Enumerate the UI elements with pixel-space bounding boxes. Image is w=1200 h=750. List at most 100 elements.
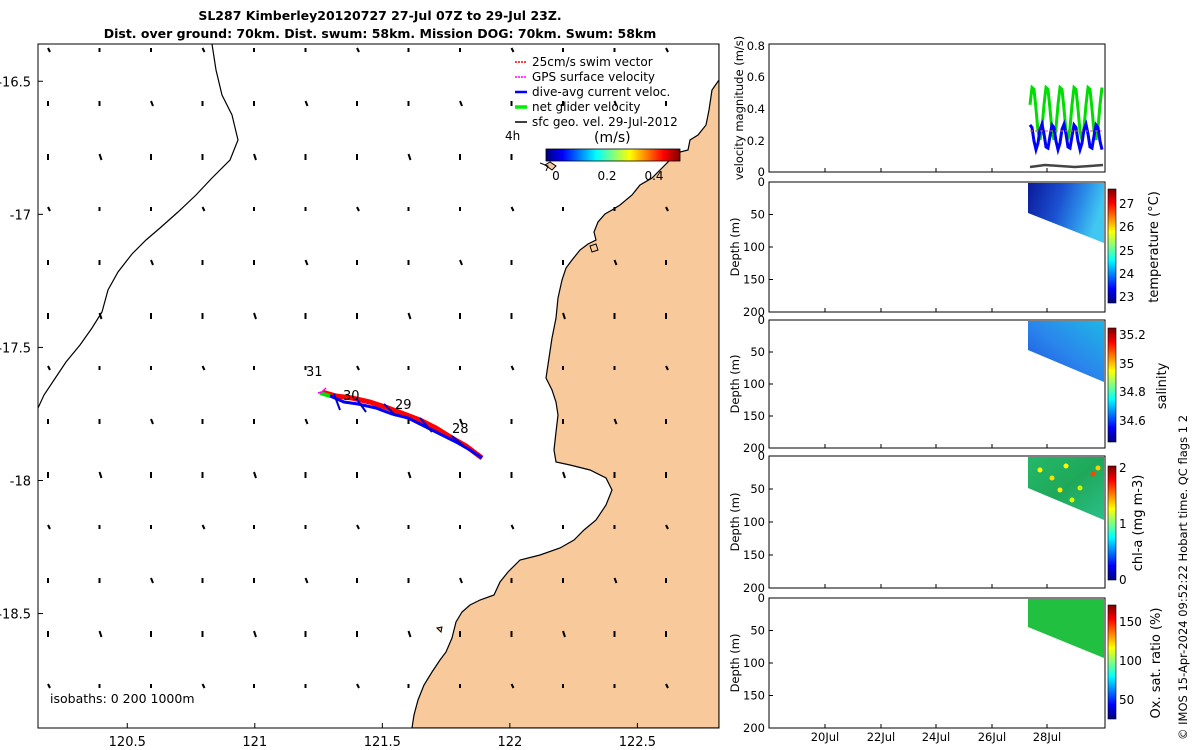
salinity-panel: 35.2 35 34.8 34.6 salinity [768,319,1170,449]
depth-tick-label: 50 [750,208,765,222]
lon-tick-label: 120.5 [109,735,146,750]
depth-ylabel: Depth (m) [728,355,742,414]
time-series-panels: 0 0.2 0.4 0.6 0.8 velocity magnitude (m/… [728,36,1170,744]
current-vector-arrow [665,47,669,53]
current-vector-arrow [47,683,51,689]
time-tick-label: 22Jul [867,730,896,744]
depth-tick-label: 0 [758,175,765,189]
oxygen-cbar-tick: 150 [1119,615,1142,629]
salinity-cbar-label: salinity [1155,362,1170,409]
track-map: 31 30 29 28 isobaths: 0 200 1000m -16.5-… [0,43,720,750]
current-vector-arrow [613,259,618,266]
current-vector-arrow [98,630,103,638]
lat-tick-label: -16.5 [0,75,31,90]
glider-track [317,387,484,460]
chla-colorbar [1107,465,1117,581]
depth-tick-label: 150 [743,273,765,287]
oxygen-cbar-label: Ox. sat. ratio (%) [1149,608,1164,719]
velocity-y-tick: 0.8 [747,39,765,53]
swim-speed-series [1029,163,1104,169]
surface-current-vectors [47,47,669,689]
current-vector-arrow [613,418,618,425]
salinity-cbar-tick: 34.6 [1119,414,1146,428]
current-vector-arrow [356,524,360,530]
depth-tick-label: 100 [743,656,765,670]
velocity-y-tick: 0.6 [747,70,765,84]
depth-tick-label: 200 [743,441,765,455]
current-vector-arrow [201,47,206,53]
lat-tick-label: -17 [10,208,31,223]
current-vector-arrow [407,471,412,479]
depth-tick-label: 100 [743,377,765,391]
island [544,161,557,171]
current-vector-arrow [510,683,515,689]
depth-tick-label: 150 [743,548,765,562]
temperature-section [1028,183,1104,243]
map-legend: 25cm/s swim vector GPS surface velocity … [505,55,681,183]
salinity-cbar-tick: 35.2 [1119,328,1146,342]
island [435,626,443,634]
chla-point [1063,463,1069,469]
net-glider-velocity-trace [319,391,331,398]
temperature-cbar-tick: 26 [1119,220,1134,234]
current-vector-arrow [562,471,566,479]
velocity-ylabel: velocity magnitude (m/s) [732,36,746,181]
legend-time-label: 4h [505,129,520,143]
current-vector-arrow [150,418,154,425]
current-vector-arrow [356,206,360,212]
legend-squiggle [539,162,549,172]
current-vector-arrow [562,312,566,320]
figure-title-line-1: SL287 Kimberley20120727 27-Jul 07Z to 29… [198,8,562,23]
current-vector-arrow [253,153,257,161]
temperature-cbar-tick: 23 [1119,290,1134,304]
current-vector-arrow [150,259,154,266]
oxygen-section [1028,599,1104,658]
current-vector-arrow [253,471,257,479]
current-vector-arrow [98,471,103,479]
copyright-credit: © IMOS 15-Apr-2024 09:52:22 Hobart time.… [1176,414,1190,740]
depth-tick-label: 150 [743,409,765,423]
chla-cbar-tick: 1 [1119,517,1127,531]
temperature-cbar-tick: 25 [1119,244,1134,258]
temperature-cbar-tick: 24 [1119,267,1134,281]
current-vector-arrow [459,577,463,584]
current-vector-arrow [459,100,463,107]
current-vector-arrow [201,365,206,371]
colorbar-tick-label: 0.4 [644,169,663,183]
day-label: 31 [306,365,323,380]
colorbar-title: (m/s) [594,130,631,146]
current-vector-arrow [304,418,309,425]
island [589,243,599,253]
temperature-colorbar [1107,188,1117,304]
velocity-y-tick: 0 [758,165,765,179]
depth-tick-label: 50 [750,624,765,638]
depth-tick-label: 50 [750,345,765,359]
chla-high-values [1037,463,1101,503]
current-vector-arrow [150,577,154,584]
oxygen-panel: 150 100 50 Ox. sat. ratio (%) [768,597,1164,729]
day-label: 28 [452,422,469,437]
chla-point [1095,465,1101,471]
day-label: 30 [343,389,360,404]
chla-panel: 2 1 0 chl-a (mg m-3) [768,455,1146,589]
current-vector-arrow [98,312,103,320]
current-vector-arrow [356,683,360,689]
chla-cbar-tick: 2 [1119,461,1127,475]
isobaths-legend: isobaths: 0 200 1000m [50,691,195,706]
current-vector-arrow [613,577,618,584]
current-vector-arrow [665,683,669,689]
current-vector-arrow [253,630,257,638]
colorbar-tick-label: 0.2 [597,169,616,183]
depth-ylabel: Depth (m) [728,218,742,277]
map-axis-ticks: -16.5 -17 -17.5 -18 -18.5 120.5 121 121.5 122 122… [0,75,656,750]
coastline-land [411,44,719,728]
legend-label: GPS surface velocity [532,70,655,84]
chla-cbar-label: chl-a (mg m-3) [1131,475,1146,572]
lon-tick-label: 122.5 [619,735,656,750]
current-vector-arrow [407,630,412,638]
depth-ylabel: Depth (m) [728,634,742,693]
current-vector-arrow [562,630,566,638]
current-vector-arrow [47,524,51,530]
velocity-y-tick: 0.2 [747,134,765,148]
